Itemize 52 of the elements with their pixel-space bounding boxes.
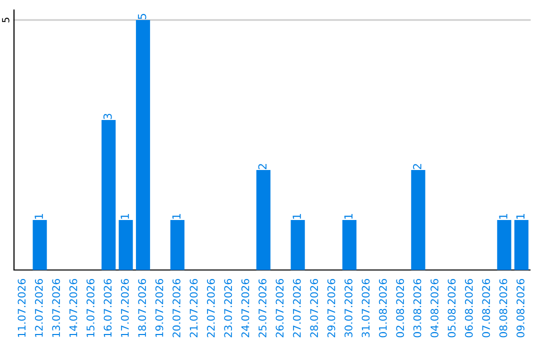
data-label: 1 xyxy=(516,214,524,219)
x-tick-label: 01.08.2026 xyxy=(378,278,387,338)
bar xyxy=(514,220,528,270)
bar xyxy=(256,170,270,270)
x-tick-label: 25.07.2026 xyxy=(258,278,266,338)
x-tick-label: 30.07.2026 xyxy=(344,278,352,338)
x-tick-label: 14.07.2026 xyxy=(69,278,78,337)
data-label: 1 xyxy=(292,214,301,219)
x-tick-label: 02.08.2026 xyxy=(396,278,404,338)
x-tick-label: 29.07.2026 xyxy=(327,278,336,338)
x-tick-label: 15.07.2026 xyxy=(86,278,94,337)
x-tick-label: 24.07.2026 xyxy=(241,278,250,338)
data-label: 5 xyxy=(138,14,146,20)
bar xyxy=(118,220,133,270)
x-tick-label: 17.07.2026 xyxy=(120,278,129,337)
bar xyxy=(32,220,47,270)
bar xyxy=(290,220,305,270)
x-tick-label: 27.07.2026 xyxy=(292,278,301,338)
data-label: 1 xyxy=(499,214,508,219)
x-tick-label: 18.07.2026 xyxy=(138,278,146,337)
x-tick-label: 13.07.2026 xyxy=(52,278,60,337)
bar xyxy=(170,220,184,270)
x-tick-label: 21.07.2026 xyxy=(190,278,198,338)
data-label: 1 xyxy=(172,214,180,219)
x-tick-label: 23.07.2026 xyxy=(224,278,232,338)
data-label: 3 xyxy=(103,114,112,120)
x-tick-label: 06.08.2026 xyxy=(464,278,473,338)
x-tick-label: 16.07.2026 xyxy=(104,278,112,337)
x-tick-label: 28.07.2026 xyxy=(310,278,318,338)
x-tick-label: 12.07.2026 xyxy=(34,278,43,337)
x-tick-label: 19.07.2026 xyxy=(155,278,164,337)
x-tick-label: 07.08.2026 xyxy=(482,278,490,338)
data-label: 1 xyxy=(344,214,352,219)
data-label: 2 xyxy=(258,164,266,170)
x-tick-label: 04.08.2026 xyxy=(430,278,438,338)
x-tick-label: 11.07.2026 xyxy=(18,278,26,337)
x-tick-label: 09.08.2026 xyxy=(516,278,524,338)
x-tick-label: 22.07.2026 xyxy=(206,278,215,338)
data-label: 2 xyxy=(413,164,422,170)
x-tick-label: 31.07.2026 xyxy=(362,278,370,338)
bar xyxy=(136,20,150,270)
x-tick-label: 26.07.2026 xyxy=(276,278,284,338)
bar xyxy=(411,170,426,270)
x-tick-label: 20.07.2026 xyxy=(172,278,180,338)
x-tick-label: 05.08.2026 xyxy=(448,278,456,338)
bar xyxy=(497,220,512,270)
data-label: 1 xyxy=(34,214,43,219)
bar xyxy=(102,120,116,270)
x-tick-label: 08.08.2026 xyxy=(499,278,508,338)
x-tick-label: 03.08.2026 xyxy=(413,278,422,338)
bar xyxy=(342,220,356,270)
data-label: 1 xyxy=(120,214,129,219)
